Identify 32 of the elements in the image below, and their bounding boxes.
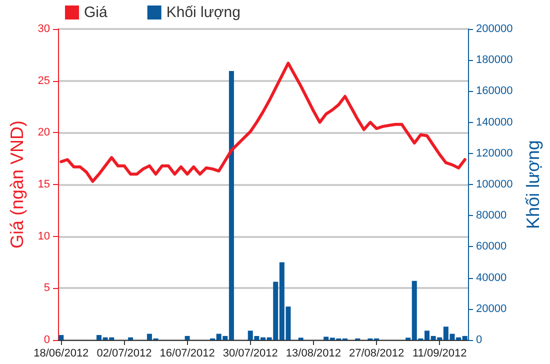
y-tick-label: 15 — [38, 178, 50, 190]
bar — [184, 336, 190, 340]
y2-tick-label: 0 — [476, 334, 482, 346]
x-tick-label: 27/08/2012 — [349, 348, 404, 360]
y2-tick-label: 40000 — [476, 272, 507, 284]
legend-label: Khối lượng — [166, 4, 240, 21]
y2-tick-label: 120000 — [476, 147, 513, 160]
y2-tick-label: 80000 — [476, 210, 507, 222]
y-axis-title: Giá (ngàn VND) — [7, 120, 27, 249]
y-tick-label: 0 — [44, 334, 50, 346]
y-tick-label: 5 — [44, 282, 50, 294]
y2-tick-label: 180000 — [476, 54, 513, 66]
y-tick-label: 20 — [38, 126, 50, 139]
x-tick-label: 30/07/2012 — [222, 348, 278, 360]
y2-axis-title: Khối lượng — [523, 140, 543, 229]
x-tick-label: 11/09/2012 — [412, 348, 467, 360]
bar — [128, 337, 134, 340]
y2-tick-label: 20000 — [476, 302, 507, 315]
x-tick-label: 16/07/2012 — [160, 348, 215, 360]
y-tick-label: 25 — [38, 74, 50, 87]
x-tick-label: 13/08/2012 — [286, 348, 341, 360]
y2-tick-label: 100000 — [476, 178, 513, 190]
legend-label: Giá — [84, 4, 108, 21]
y-tick-label: 10 — [38, 230, 50, 242]
y-tick-label: 30 — [38, 23, 50, 35]
y2-tick-label: 60000 — [476, 240, 507, 253]
x-tick-label: 18/06/2012 — [34, 348, 89, 360]
bar — [58, 335, 64, 340]
y2-tick-label: 200000 — [476, 23, 513, 35]
y2-tick-label: 160000 — [476, 85, 513, 98]
y2-tick-label: 140000 — [476, 116, 513, 128]
x-tick-label: 02/07/2012 — [96, 348, 152, 360]
